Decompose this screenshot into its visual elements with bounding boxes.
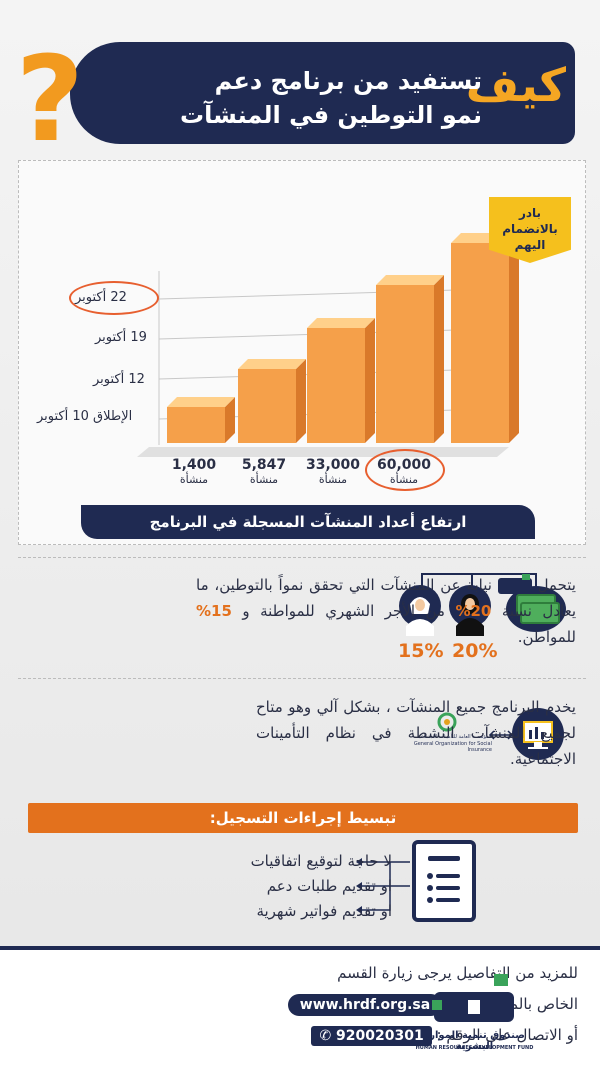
org-name-en: HUMAN RESOURCES DEVELOPMENT FUND [415,1045,534,1051]
phone-icon: ✆ [319,1028,337,1044]
bar-top [376,275,444,285]
org-name-ar: صندوق تنمية الموارد البشرية [424,1030,525,1052]
gosi-name-ar: المؤسسة العامة للتأمينات الاجتماعية [416,734,492,740]
text-prefix: يتحمل [537,576,576,594]
unit-label: منشأة [179,473,209,486]
title-how: كيف [465,58,566,112]
pct-men-label: 15% [398,640,444,662]
text-main: نيابة عن المنشآت التي تحقق نمواً بالتوطي… [196,576,576,620]
bar-side [296,359,306,443]
bar [376,285,434,443]
chart-floor [137,447,509,457]
subsidy-paragraph: يتحمل نيابة عن المنشآت التي تحقق نمواً ب… [196,572,576,650]
y-tick-label: 19 أكتوبر [95,330,147,345]
hrdf-mini-logo [497,573,532,594]
step-item: لا حاجة لتوقيع اتفاقيات [250,852,392,870]
page-title: تستفيد من برنامج دعم نمو التوطين في المن… [152,64,482,132]
bar-top [238,359,306,369]
y-tick-label: الإطلاق 10 أكتوبر [37,409,133,424]
bar-side [365,318,375,443]
phone-value: 920020301 [336,1028,424,1044]
cta-bar [451,243,509,443]
automatic-service-paragraph: يخدم البرنامج جميع المنشآت ، بشكل آلي وه… [256,698,576,768]
step-item: او تقديم طلبات دعم [266,877,392,895]
chart-panel: بادر بالانضمام اليهم 22 أكتوبر 19 أكتوبر 1… [18,160,586,545]
website-link[interactable]: www.hrdf.org.sa [287,994,443,1016]
chart-caption: ارتفاع أعداد المنشآت المسجلة في البرنامج [81,505,535,539]
bar-top [167,397,235,407]
join-cta-ribbon: بادر بالانضمام اليهم [489,197,571,263]
highlight-circle [69,281,159,315]
bar [167,407,225,443]
document-list-icon [412,840,476,922]
connector-arrows [421,573,537,588]
title-banner [70,42,575,144]
y-tick-label: 12 أكتوبر [93,372,145,387]
bar-side [225,397,235,443]
pct-women-inline: 20% [455,602,492,620]
pct-women-label: 20% [452,640,498,662]
bar [307,328,365,443]
steps-arrows [356,858,410,914]
gosi-name-en: General Organization for Social Insuranc… [413,741,492,753]
bill-icon [520,602,560,624]
bar-value-label: 5,847 منشأة [219,457,309,486]
title-line-2: نمو التوطين في المنشآت [180,101,482,129]
phone-number[interactable]: ✆ 920020301 [311,1026,432,1046]
highlight-circle [365,449,445,491]
unit-label: منشأة [249,473,279,486]
bar-value-label: 1,400 منشأة [149,457,239,486]
woman-icon [449,585,491,636]
gosi-logo: المؤسسة العامة للتأمينات الاجتماعية Gene… [402,712,492,753]
title-line-1: تستفيد من برنامج دعم [214,67,482,95]
double-arrow-icon [488,730,514,740]
hrdf-logo-icon [432,974,514,1022]
text-middle: من الأجر الشهري للمواطنة و [242,602,445,620]
computer-icon [512,708,564,760]
gosi-emblem-icon [437,712,457,732]
step-item: او تقديم فواتير شهرية [256,902,392,920]
text-end: للمواطن. [517,628,576,646]
question-mark-icon: ؟ [16,30,85,168]
bar-side [509,233,519,443]
divider [18,557,586,558]
man-icon [399,585,441,636]
footer-line-3: أو الاتصال على الرقم : ✆ 920020301 [311,1026,578,1046]
bar-value-label: 33,000 منشأة [288,457,378,486]
contact-footer: للمزيد من التفاصيل يرجى زيارة القسم الخا… [0,946,600,1090]
footer-line-3-text: أو الاتصال على الرقم : [436,1026,579,1044]
unit-label: منشأة [318,473,348,486]
steps-title: تبسيط إجراءات التسجيل: [28,803,578,833]
divider [18,678,586,679]
bar-side [434,275,444,443]
footer-line-1: للمزيد من التفاصيل يرجى زيارة القسم [337,964,578,982]
pct-men-inline: 15% [196,602,232,620]
bar [238,369,296,443]
money-icon [506,586,566,632]
bar-top [307,318,375,328]
